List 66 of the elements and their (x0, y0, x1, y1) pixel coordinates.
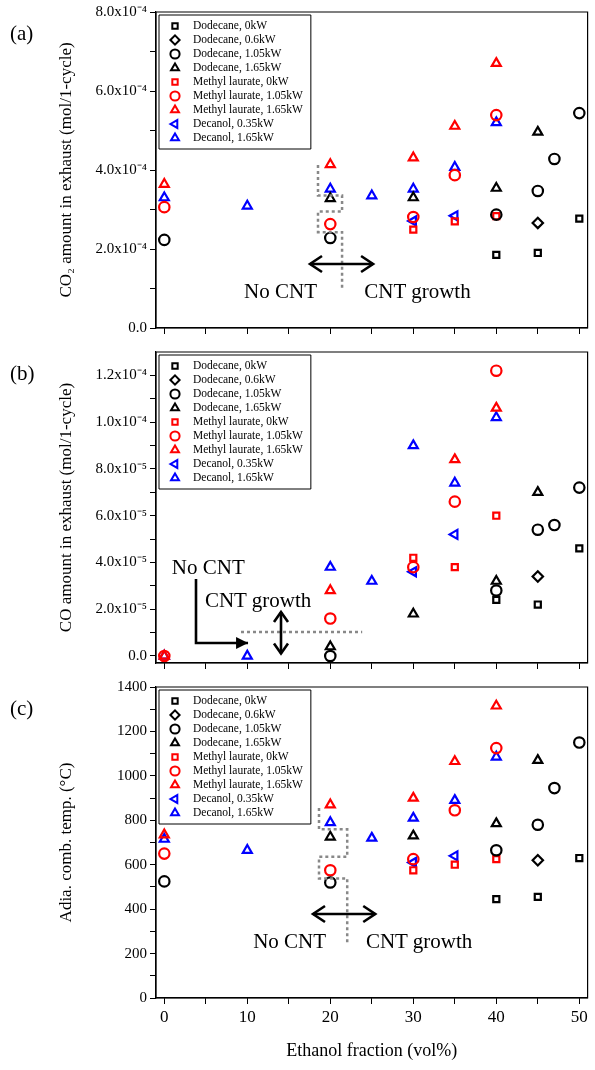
annotation: CNT growth (364, 278, 472, 303)
y-tick-label: 1.0x10⁻⁴ (95, 413, 147, 430)
legend-label: Methyl laurate, 1.65kW (193, 443, 303, 457)
y-tick-label: 4.0x10⁻⁵ (95, 553, 147, 570)
y-tick-label: 1000 (117, 766, 147, 783)
y-tick-label: 8.0x10⁻⁵ (95, 459, 147, 476)
x-tick-label: 40 (487, 1006, 505, 1026)
legend-label: Dodecane, 0kW (193, 19, 268, 33)
y-tick-label: 1400 (117, 677, 147, 694)
x-tick-label: 30 (404, 1006, 422, 1026)
legend-label: Methyl laurate, 1.65kW (193, 778, 303, 792)
legend-label: Decanol, 1.65kW (193, 131, 274, 145)
legend-label: Decanol, 1.65kW (193, 471, 274, 485)
legend-label: Methyl laurate, 1.05kW (193, 764, 303, 778)
legend-label: Dodecane, 1.05kW (193, 722, 282, 736)
annotation: No CNT (171, 554, 245, 579)
x-axis-title: Ethanol fraction (vol%) (286, 1039, 458, 1061)
legend-label: Dodecane, 1.65kW (193, 401, 282, 415)
y-tick-label: 600 (124, 855, 147, 872)
legend-label: Dodecane, 1.05kW (193, 47, 282, 61)
y-tick-label: 6.0x10⁻⁵ (95, 506, 147, 523)
y-tick-label: 2.0x10⁻⁵ (95, 600, 147, 617)
legend-label: Methyl laurate, 0kW (193, 750, 289, 764)
legend-label: Dodecane, 1.05kW (193, 387, 282, 401)
annotation: No CNT (253, 928, 327, 953)
y-tick-label: 4.0x10⁻⁴ (95, 160, 147, 177)
legend-label: Dodecane, 0kW (193, 694, 268, 708)
x-tick-label: 20 (321, 1006, 339, 1026)
y-axis-title: CO amount in exhaust (mol/1-cycle) (55, 382, 75, 633)
legend-label: Methyl laurate, 1.05kW (193, 429, 303, 443)
y-axis-title: CO₂ amount in exhaust (mol/1-cycle) (55, 42, 75, 298)
legend-label: Dodecane, 1.65kW (193, 736, 282, 750)
y-tick-label: 6.0x10⁻⁴ (95, 81, 147, 98)
x-tick-label: 50 (570, 1006, 588, 1026)
y-tick-label: 1200 (117, 722, 147, 739)
y-tick-label: 0.0 (128, 646, 147, 663)
chart-title: (a) (10, 20, 34, 45)
legend-label: Dodecane, 1.65kW (193, 61, 282, 75)
legend-label: Methyl laurate, 0kW (193, 415, 289, 429)
chart-title: (c) (10, 695, 34, 720)
chart-title: (b) (10, 360, 35, 385)
y-tick-label: 8.0x10⁻⁴ (95, 2, 147, 19)
y-tick-label: 2.0x10⁻⁴ (95, 239, 147, 256)
legend-label: Methyl laurate, 1.05kW (193, 89, 303, 103)
x-tick-label: 0 (160, 1006, 169, 1026)
y-axis-title: Adia. comb. temp. (°C) (55, 762, 75, 923)
legend-label: Dodecane, 0.6kW (193, 33, 276, 47)
legend-label: Dodecane, 0.6kW (193, 708, 276, 722)
legend-label: Methyl laurate, 1.65kW (193, 103, 303, 117)
annotation: No CNT (244, 278, 318, 303)
legend-label: Methyl laurate, 0kW (193, 75, 289, 89)
y-tick-label: 0.0 (128, 318, 147, 335)
y-tick-label: 0 (139, 988, 147, 1005)
x-tick-label: 10 (238, 1006, 256, 1026)
legend-label: Dodecane, 0kW (193, 359, 268, 373)
legend-label: Decanol, 0.35kW (193, 792, 274, 806)
y-tick-label: 200 (124, 944, 147, 961)
y-tick-label: 400 (124, 900, 147, 917)
annotation: CNT growth (365, 928, 473, 953)
legend-label: Decanol, 0.35kW (193, 117, 274, 131)
y-tick-label: 1.2x10⁻⁴ (95, 366, 147, 383)
legend-label: Dodecane, 0.6kW (193, 373, 276, 387)
legend-label: Decanol, 1.65kW (193, 806, 274, 820)
legend-label: Decanol, 0.35kW (193, 457, 274, 471)
y-tick-label: 800 (124, 811, 147, 828)
annotation: CNT growth (204, 588, 312, 613)
